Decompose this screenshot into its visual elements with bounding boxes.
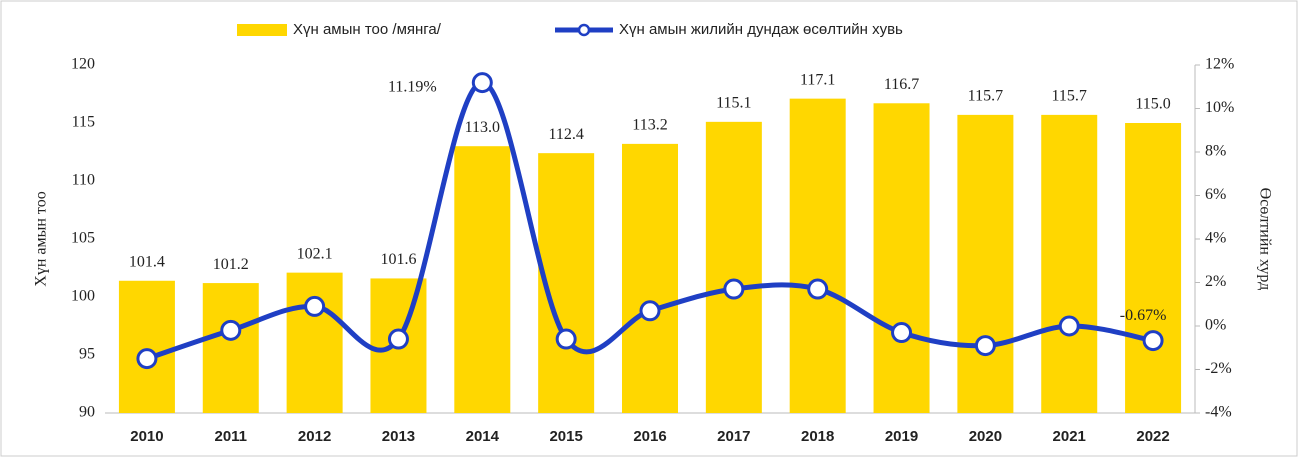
bar: [622, 143, 678, 413]
x-tick-label: 2014: [466, 428, 500, 445]
bar: [873, 103, 930, 413]
x-tick-label: 2015: [549, 428, 582, 445]
y2-tick-label: 0%: [1205, 317, 1226, 334]
bar-value-label: 115.7: [968, 88, 1003, 105]
bar-value-label: 115.1: [716, 95, 751, 112]
bar: [454, 146, 511, 413]
y2-tick-label: -2%: [1205, 360, 1232, 377]
bar-value-label: 115.0: [1135, 96, 1170, 113]
x-tick-label: 2019: [885, 428, 918, 445]
line-marker: [807, 278, 829, 300]
x-tick-label: 2016: [633, 428, 666, 445]
x-tick-label: 2018: [801, 428, 834, 445]
bar-value-label: 116.7: [884, 76, 919, 93]
bar: [705, 121, 762, 413]
line-marker: [387, 328, 409, 350]
legend-swatch: [237, 24, 287, 36]
y-tick-label: 120: [71, 56, 95, 73]
x-tick-label: 2017: [717, 428, 750, 445]
x-tick-label: 2021: [1053, 428, 1086, 445]
y-tick-label: 105: [71, 230, 95, 247]
bar-value-label: 113.0: [465, 119, 500, 136]
y2-tick-label: 12%: [1205, 56, 1234, 73]
line-marker: [220, 319, 242, 341]
legend-marker: [577, 23, 591, 37]
x-tick-label: 2012: [298, 428, 331, 445]
line: [146, 80, 1154, 361]
y-tick-label: 90: [79, 404, 95, 421]
line-value-label: -0.67%: [1120, 307, 1167, 324]
y2-axis-title: Өсөлтийн хурд: [1256, 188, 1273, 291]
bar: [789, 98, 846, 413]
bar-value-label: 101.4: [129, 253, 165, 270]
legend-label: Хүн амын тоо /мянга/: [293, 21, 442, 38]
line-marker: [639, 300, 661, 322]
y2-tick-label: 8%: [1205, 143, 1226, 160]
y2-tick-label: 10%: [1205, 99, 1234, 116]
bar: [1125, 123, 1182, 413]
bar: [118, 280, 175, 413]
bar-value-label: 101.2: [213, 256, 249, 273]
y2-tick-label: 6%: [1205, 186, 1226, 203]
y-tick-label: 110: [72, 172, 95, 189]
line-marker: [471, 72, 493, 94]
line-marker: [304, 295, 326, 317]
y2-tick-label: -4%: [1205, 404, 1232, 421]
x-tick-label: 2013: [382, 428, 415, 445]
x-tick-label: 2020: [969, 428, 1002, 445]
y-tick-label: 95: [79, 346, 95, 363]
bar: [1041, 114, 1098, 413]
bar-value-label: 102.1: [297, 245, 333, 262]
bar-value-label: 101.6: [380, 251, 416, 268]
line-value-label: 11.19%: [388, 78, 437, 95]
bar-value-label: 113.2: [632, 117, 667, 134]
bar: [286, 272, 343, 413]
line-marker: [1142, 330, 1164, 352]
bar: [957, 114, 1014, 413]
y-axis-title: Хүн амын тоо: [33, 191, 50, 286]
x-tick-label: 2022: [1136, 428, 1169, 445]
line-marker: [891, 322, 913, 344]
line-marker: [555, 328, 577, 350]
x-tick-label: 2010: [130, 428, 163, 445]
y2-tick-label: 2%: [1205, 273, 1226, 290]
x-tick-label: 2011: [214, 428, 247, 445]
line-marker: [723, 278, 745, 300]
y2-tick-label: 4%: [1205, 230, 1226, 247]
bar: [202, 283, 259, 413]
legend-label: Хүн амын жилийн дундаж өсөлтийн хувь: [619, 21, 903, 38]
bar-value-label: 112.4: [548, 126, 583, 143]
bar-value-label: 117.1: [800, 71, 835, 88]
y-tick-label: 100: [71, 288, 95, 305]
line-marker: [136, 348, 158, 370]
bar-value-label: 115.7: [1052, 88, 1087, 105]
y-tick-label: 115: [72, 114, 95, 131]
line-marker: [974, 335, 996, 357]
line-marker: [1058, 315, 1080, 337]
